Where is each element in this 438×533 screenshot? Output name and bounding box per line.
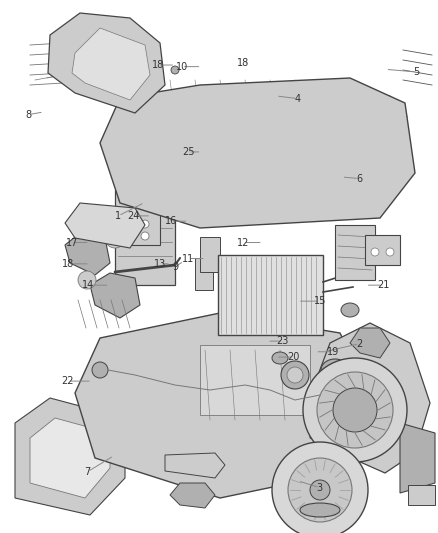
Circle shape (310, 480, 330, 500)
Text: 7: 7 (85, 467, 91, 477)
Text: 13: 13 (154, 259, 166, 269)
Polygon shape (100, 78, 415, 228)
Bar (218, 255, 323, 335)
Text: 24: 24 (127, 211, 140, 221)
Circle shape (105, 228, 125, 248)
Polygon shape (408, 485, 435, 505)
Circle shape (303, 358, 407, 462)
Bar (195, 258, 213, 290)
Text: 11: 11 (182, 254, 194, 263)
Circle shape (141, 232, 149, 240)
Text: 25: 25 (182, 147, 194, 157)
Circle shape (235, 95, 335, 195)
Polygon shape (310, 413, 355, 453)
Text: 3: 3 (317, 483, 323, 492)
Polygon shape (72, 28, 150, 100)
Circle shape (250, 110, 320, 180)
Circle shape (171, 66, 179, 74)
Polygon shape (285, 485, 325, 511)
Polygon shape (48, 13, 165, 113)
Text: 21: 21 (377, 280, 389, 290)
Text: 10: 10 (176, 62, 188, 71)
Text: 18: 18 (62, 259, 74, 269)
Text: 17: 17 (66, 238, 78, 247)
Polygon shape (400, 423, 435, 493)
Text: 1: 1 (115, 211, 121, 221)
Text: 12: 12 (237, 238, 249, 247)
Polygon shape (65, 203, 145, 248)
Polygon shape (65, 233, 110, 275)
Ellipse shape (341, 303, 359, 317)
Bar (130, 207, 160, 245)
Polygon shape (30, 418, 110, 498)
Ellipse shape (321, 359, 349, 381)
Circle shape (317, 372, 393, 448)
Text: 6: 6 (356, 174, 362, 183)
Circle shape (272, 442, 368, 533)
Polygon shape (165, 453, 225, 478)
Text: 23: 23 (276, 336, 289, 346)
Circle shape (333, 388, 377, 432)
Text: 5: 5 (413, 67, 419, 77)
Ellipse shape (300, 503, 340, 517)
Bar (365, 235, 400, 265)
Text: 4: 4 (295, 94, 301, 103)
Bar (115, 190, 175, 285)
Circle shape (222, 122, 238, 138)
Circle shape (386, 248, 394, 256)
Text: 18: 18 (237, 58, 249, 68)
Text: 9: 9 (172, 262, 178, 271)
Polygon shape (15, 398, 125, 515)
Text: 22: 22 (62, 376, 74, 386)
Circle shape (287, 367, 303, 383)
Polygon shape (315, 323, 430, 473)
Text: 15: 15 (314, 296, 326, 306)
Text: 2: 2 (356, 339, 362, 349)
Bar (335, 225, 375, 280)
Circle shape (288, 458, 352, 522)
Text: 18: 18 (152, 60, 164, 70)
Circle shape (92, 362, 108, 378)
Polygon shape (170, 483, 215, 508)
Polygon shape (350, 328, 390, 358)
Text: 16: 16 (165, 216, 177, 226)
Polygon shape (90, 273, 140, 318)
Polygon shape (75, 313, 380, 498)
Circle shape (78, 271, 96, 289)
Bar (200, 345, 310, 415)
Text: 20: 20 (287, 352, 300, 362)
Circle shape (141, 220, 149, 228)
Bar (200, 237, 220, 272)
Text: 8: 8 (25, 110, 32, 119)
Circle shape (281, 361, 309, 389)
Circle shape (371, 248, 379, 256)
Circle shape (225, 125, 235, 135)
Text: 19: 19 (327, 347, 339, 357)
Text: 14: 14 (81, 280, 94, 290)
Ellipse shape (272, 352, 288, 364)
